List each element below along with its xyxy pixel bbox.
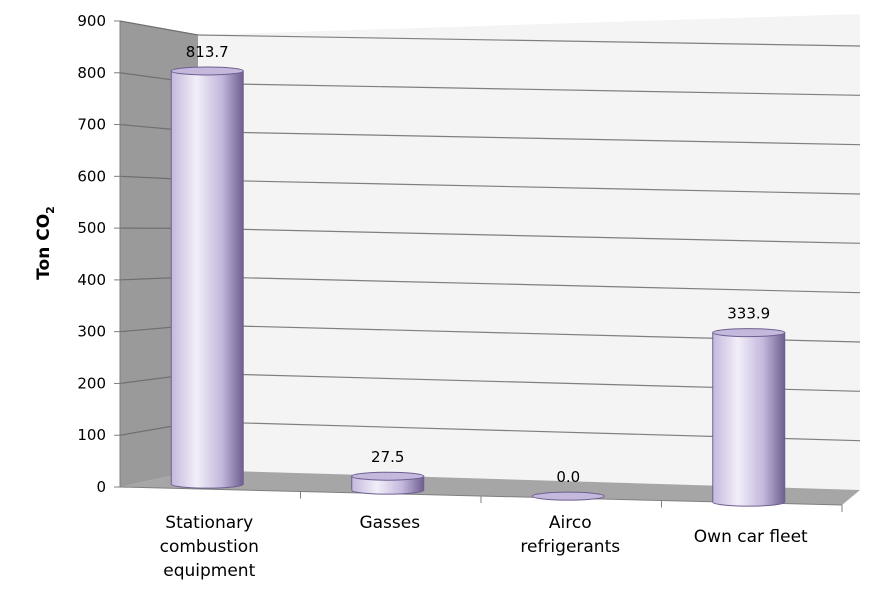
bar-body	[170, 70, 244, 489]
x-tick-label: refrigerants	[520, 537, 620, 557]
x-tick-label: Own car fleet	[694, 527, 808, 547]
data-label: 27.5	[371, 448, 404, 466]
gridline	[197, 82, 861, 96]
x-tick-label: Stationary	[165, 513, 253, 533]
bar-top	[531, 491, 605, 501]
chart-floor	[120, 470, 860, 505]
y-tick-label: 500	[77, 219, 106, 237]
gridline	[197, 276, 861, 294]
x-tick-label: equipment	[163, 561, 255, 581]
bars	[170, 66, 786, 507]
bar-top	[170, 66, 244, 76]
y-tick-label: 200	[77, 374, 106, 392]
y-axis-title-subscript: 2	[44, 206, 57, 214]
y-axis-title-main: Ton CO	[34, 214, 54, 280]
y-tick-label: 700	[77, 116, 106, 134]
x-tick-label: Airco	[549, 513, 592, 533]
side-gridline	[119, 20, 199, 36]
y-tick-label: 900	[77, 12, 106, 30]
bar-body	[712, 332, 786, 507]
bar	[170, 66, 244, 489]
data-label: 333.9	[727, 305, 770, 323]
gridline	[197, 179, 861, 195]
bar-top	[351, 471, 425, 481]
bar	[712, 328, 786, 507]
bar	[531, 491, 605, 501]
bar-body	[351, 475, 425, 495]
bar	[351, 471, 425, 495]
gridline	[197, 227, 861, 244]
axes	[114, 20, 843, 512]
gridline	[197, 34, 861, 47]
x-tick-label: Gasses	[359, 513, 420, 533]
y-tick-label: 600	[77, 167, 106, 185]
y-tick-label: 0	[96, 478, 106, 496]
y-tick-label: 800	[77, 64, 106, 82]
y-tick-label: 400	[77, 271, 106, 289]
y-tick-label: 300	[77, 323, 106, 341]
chart-back-wall	[198, 14, 860, 490]
x-tick-label: combustion	[160, 537, 259, 557]
labels: 0 100 200 300 400 500 600 700 800 900 813.7 Station…	[77, 12, 808, 581]
y-axis-title: Ton CO2	[34, 206, 57, 280]
bar-top	[712, 328, 786, 338]
data-label: 0.0	[556, 468, 580, 486]
data-label: 813.7	[186, 43, 229, 61]
y-tick-label: 100	[77, 426, 106, 444]
gridline	[197, 131, 861, 146]
